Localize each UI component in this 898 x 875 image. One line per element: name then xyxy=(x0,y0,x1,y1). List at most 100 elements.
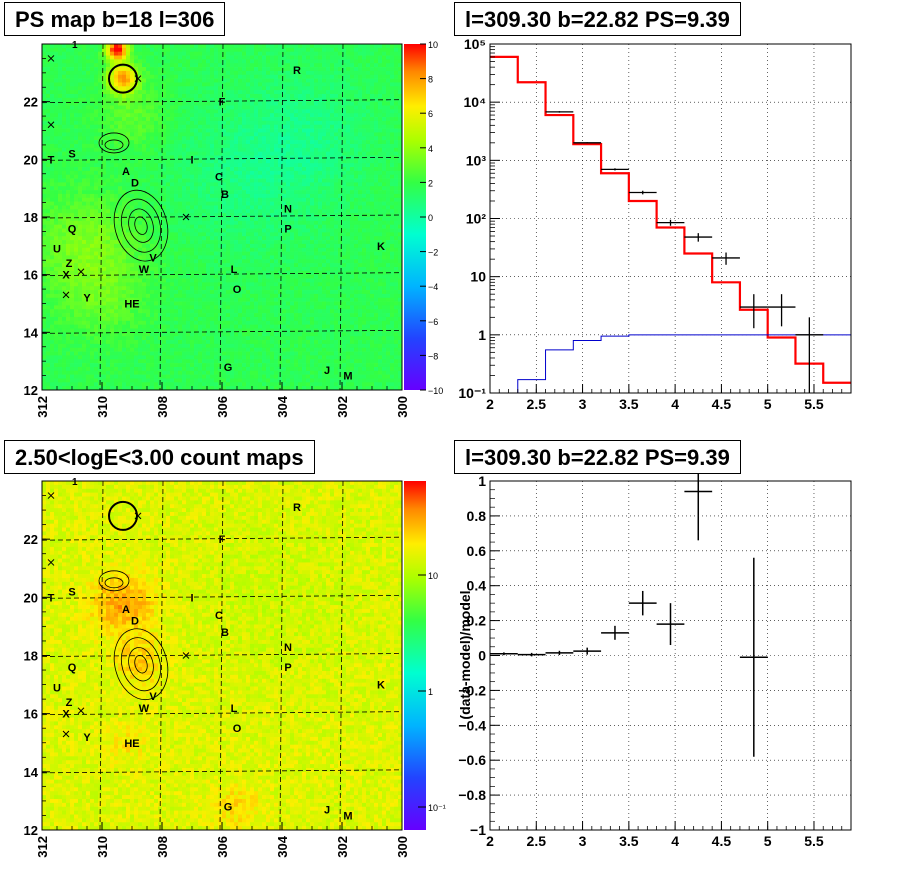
source-label-Y: Y xyxy=(83,293,91,305)
source-label-S: S xyxy=(68,149,75,161)
x-tick-label: 5.5 xyxy=(804,396,824,412)
ps-map-overlay: A BC D F G HE I J K L M N O P Q R S T U VW X Y Z xyxy=(41,43,403,391)
y-tick-label: 0.8 xyxy=(467,508,487,524)
source-label-V: V xyxy=(149,691,157,703)
x-tick-label: 302 xyxy=(335,836,350,858)
y-tick-label: 14 xyxy=(24,325,39,340)
colorbar-tick-label: 10 xyxy=(428,40,438,50)
x-tick-label: 310 xyxy=(95,836,110,858)
spectrum-grid xyxy=(490,44,851,393)
peak-circle-marker xyxy=(108,500,138,531)
x-tick-label: 310 xyxy=(95,396,110,418)
grid-meridian xyxy=(279,480,284,831)
y-tick-label: 12 xyxy=(24,823,38,838)
source-label-O: O xyxy=(233,723,242,735)
source-label-A: A xyxy=(122,166,130,178)
source-label-C: C xyxy=(215,610,223,622)
residual-ylabel: (data-model)/model xyxy=(457,590,473,719)
source-x-marker xyxy=(77,268,85,276)
source-x-marker xyxy=(182,213,190,221)
tsmap-contour xyxy=(113,628,169,701)
residual-axes: 2 2.5 3 3.5 4 4.5 5 5.5 −1 −0.8 −0.6 −0.4 −0.2 0 0.2 0.… xyxy=(458,473,852,849)
x-tick-label: 4 xyxy=(671,833,679,849)
source-label-P: P xyxy=(284,224,291,236)
tsmap-contour xyxy=(104,577,124,589)
y-tick-label: −0.2 xyxy=(458,682,486,698)
source-label-Q: Q xyxy=(68,224,77,236)
tsmap-contour xyxy=(134,654,148,674)
source-label-U: U xyxy=(53,244,61,256)
source-label-R: R xyxy=(293,65,301,77)
y-tick-label: 10⁻¹ xyxy=(458,385,486,401)
y-tick-label: 1 xyxy=(478,327,486,343)
tsmap-contour xyxy=(134,216,148,235)
y-tick-label: 1 xyxy=(478,473,486,489)
x-tick-label: 4.5 xyxy=(712,396,732,412)
grid-meridian xyxy=(339,480,344,831)
colorbar-tick-label: 6 xyxy=(428,109,433,119)
source-label-I: I xyxy=(190,154,193,166)
colorbar-tick-label: 10 xyxy=(428,571,438,581)
tsmap-contour xyxy=(98,570,130,592)
source-label-K: K xyxy=(377,680,385,692)
y-tick-label: 0.6 xyxy=(467,543,487,559)
x-tick-label: 4 xyxy=(671,396,679,412)
source-x-marker xyxy=(47,492,55,499)
source-x-marker xyxy=(134,512,142,520)
source-label-O: O xyxy=(233,284,242,296)
ps-map-colorbar xyxy=(404,44,426,390)
source-label-U: U xyxy=(53,682,61,694)
grid-parallel xyxy=(41,594,403,599)
x-tick-label: 2 xyxy=(486,833,494,849)
source-label-T: T xyxy=(48,592,55,604)
colorbar-tick-label: 2 xyxy=(428,178,433,188)
y-tick-label: 20 xyxy=(24,152,38,167)
grid-meridian xyxy=(279,43,284,391)
y-tick-label: −0.6 xyxy=(458,752,486,768)
source-label-A: A xyxy=(122,604,130,616)
source-label-W: W xyxy=(139,703,150,715)
x-tick-label: 3 xyxy=(579,396,587,412)
source-label-V: V xyxy=(149,252,157,264)
source-label-X: X xyxy=(62,270,70,282)
source-label-Z: Z xyxy=(66,258,73,270)
grid-parallel xyxy=(41,536,403,541)
grid-parallel xyxy=(41,329,403,334)
colorbar-tick-label: 0 xyxy=(428,213,433,223)
x-tick-label: 5.5 xyxy=(804,833,824,849)
ps-map-title: PS map b=18 l=306 xyxy=(4,2,226,36)
y-tick-label: −1 xyxy=(470,822,486,838)
colorbar-tick-label: −10 xyxy=(428,386,443,396)
spectrum-plot xyxy=(490,55,851,394)
y-tick-label: 10⁵ xyxy=(464,36,486,52)
y-tick-label: 10² xyxy=(466,211,487,227)
y-tick-label: 22 xyxy=(24,532,38,547)
grid-meridian xyxy=(99,43,104,391)
residual-panel: 2 2.5 3 3.5 4 4.5 5 5.5 −1 −0.8 −0.6 −0.4 −0.2 0 0.2 0.… xyxy=(457,442,852,849)
source-label-D: D xyxy=(131,616,139,628)
source-label-N: N xyxy=(284,203,292,215)
tsmap-contour xyxy=(128,208,154,243)
tsmap-contour xyxy=(113,189,169,262)
source-label-D: D xyxy=(131,177,139,189)
source-label-J: J xyxy=(324,365,330,377)
source-x-marker xyxy=(134,75,142,82)
tsmap-contour xyxy=(128,647,154,682)
spectrum-panel: 2 2.5 3 3.5 4 4.5 5 5.5 10⁻¹ 1 10 10² 10³ 10⁴ 10⁵ xyxy=(458,36,852,412)
x-tick-label: 2.5 xyxy=(527,396,547,412)
colorbar-tick-label: 8 xyxy=(428,75,433,85)
x-tick-label: 306 xyxy=(215,836,230,858)
tsmap-contour xyxy=(120,198,162,253)
grid-parallel xyxy=(41,156,403,161)
source-label-L: L xyxy=(231,264,238,276)
x-tick-label: 4.5 xyxy=(712,833,732,849)
source-label-P: P xyxy=(284,662,291,674)
colorbar-tick-label: −8 xyxy=(428,351,438,361)
source-label-Z: Z xyxy=(66,697,73,709)
grid-meridian xyxy=(339,43,344,391)
y-tick-label: 22 xyxy=(24,95,38,110)
spectrum-title: l=309.30 b=22.82 PS=9.39 xyxy=(454,2,741,36)
colorbar-tick-label: −2 xyxy=(428,248,438,258)
source-x-marker xyxy=(47,55,55,62)
tsmap-contour xyxy=(98,132,130,154)
